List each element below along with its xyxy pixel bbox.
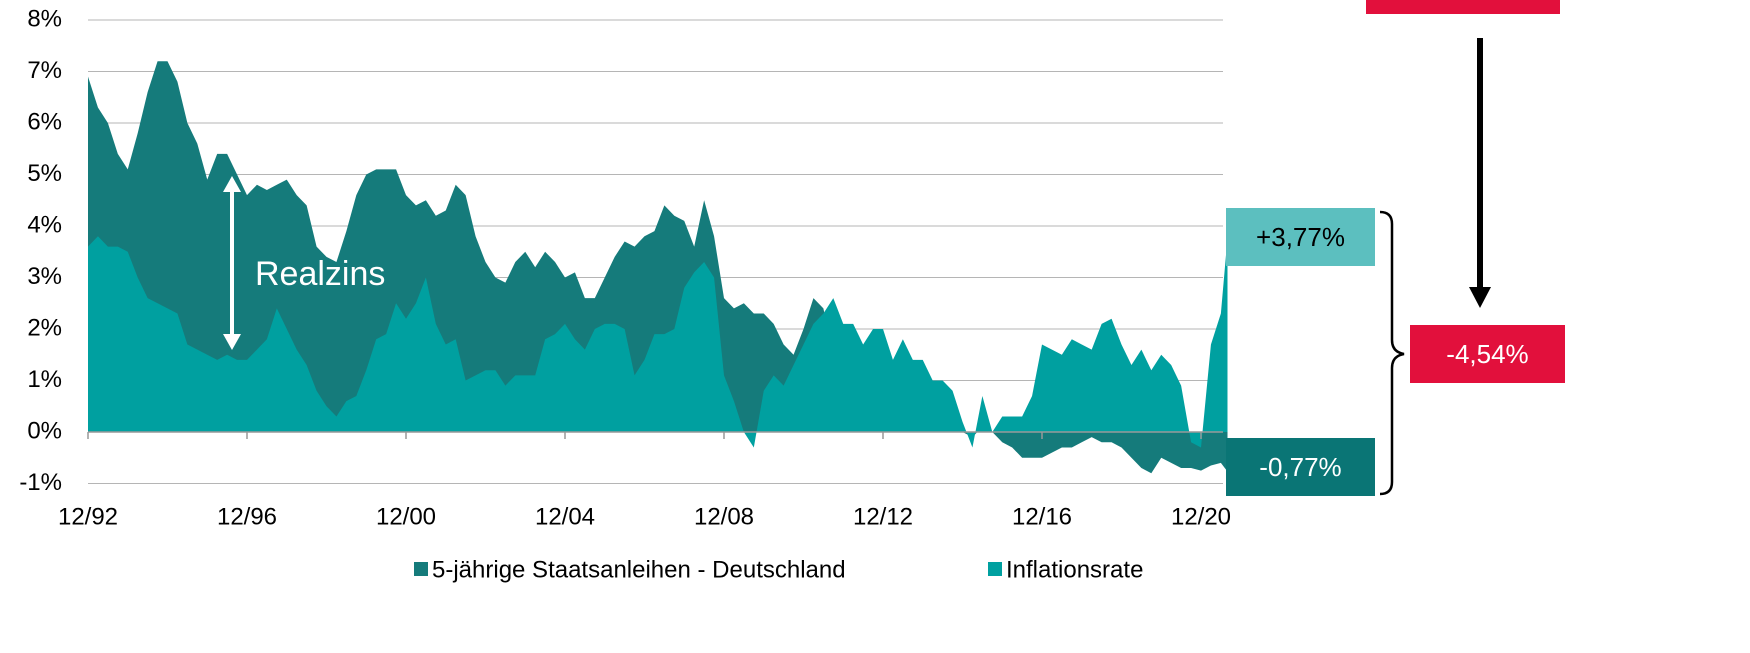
y-tick-label: 1% (27, 366, 62, 393)
y-tick-label: 5% (27, 160, 62, 187)
y-tick-label: 4% (27, 211, 62, 238)
x-tick-label: 12/16 (1012, 503, 1072, 530)
x-tick-label: 12/04 (535, 503, 595, 530)
y-tick-label: 7% (27, 57, 62, 84)
value-box-label: +3,77% (1256, 222, 1345, 252)
value-box (1410, 325, 1565, 383)
x-tick-label: 12/96 (217, 503, 277, 530)
x-tick-label: 12/00 (376, 503, 436, 530)
legend-label: 5-jährige Staatsanleihen - Deutschland (432, 556, 846, 583)
red-box-top (1366, 0, 1560, 14)
y-tick-label: 2% (27, 314, 62, 341)
value-box (1226, 438, 1375, 496)
y-tick-label: 3% (27, 263, 62, 290)
area (88, 236, 1228, 448)
value-box-label: -0,77% (1259, 452, 1341, 482)
y-tick-label: 6% (27, 108, 62, 135)
value-box (1226, 208, 1375, 266)
legend-swatch (414, 562, 428, 576)
x-tick-label: 12/20 (1171, 503, 1231, 530)
brace (1379, 210, 1405, 496)
y-tick-label: -1% (19, 469, 62, 496)
legend-label: Inflationsrate (1006, 556, 1143, 583)
legend-swatch (988, 562, 1002, 576)
y-tick-label: 0% (27, 417, 62, 444)
value-box-label: -4,54% (1446, 339, 1528, 369)
realzins-arrow-head (223, 334, 241, 350)
realzins-label: Realzins (255, 255, 385, 293)
x-tick-label: 12/92 (58, 503, 118, 530)
x-tick-label: 12/08 (694, 503, 754, 530)
realzins-arrow-head (223, 176, 241, 192)
x-tick-label: 12/12 (853, 503, 913, 530)
arrow-head (1469, 287, 1491, 308)
y-tick-label: 8% (27, 5, 62, 32)
